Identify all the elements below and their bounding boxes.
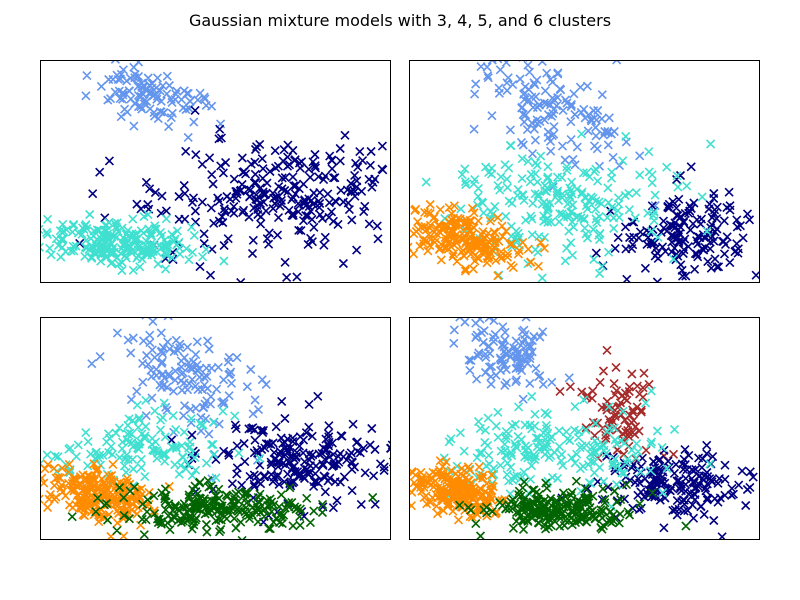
subplot-3-clusters — [40, 60, 391, 283]
cluster-4-points — [409, 199, 549, 281]
cluster-1-points — [449, 317, 574, 404]
cluster-3-points — [40, 209, 229, 276]
axes-frame — [409, 60, 760, 283]
cluster-2-points — [75, 105, 388, 283]
scatter-points — [409, 317, 758, 540]
scatter-points — [40, 317, 391, 540]
cluster-2-points — [167, 391, 391, 527]
scatter-points — [409, 60, 760, 283]
scatter-points — [40, 60, 388, 283]
axes-frame — [40, 317, 391, 540]
subplot-4-clusters — [409, 60, 760, 283]
cluster-3-points — [557, 440, 758, 540]
cluster-1-points — [87, 317, 271, 484]
subplot-5-clusters — [40, 317, 391, 540]
axes-frame — [409, 317, 760, 540]
axes-frame — [40, 60, 391, 283]
cluster-1-points — [81, 60, 226, 142]
cluster-5-points — [409, 456, 510, 525]
cluster-2-points — [591, 162, 760, 283]
subplot-6-clusters — [409, 317, 760, 540]
cluster-5-points — [67, 476, 378, 540]
figure-title: Gaussian mixture models with 3, 4, 5, an… — [189, 11, 611, 30]
cluster-1-points — [469, 60, 660, 211]
cluster-2-points — [555, 345, 679, 464]
cluster-6-points — [455, 476, 691, 540]
subplot-grid — [40, 60, 760, 540]
